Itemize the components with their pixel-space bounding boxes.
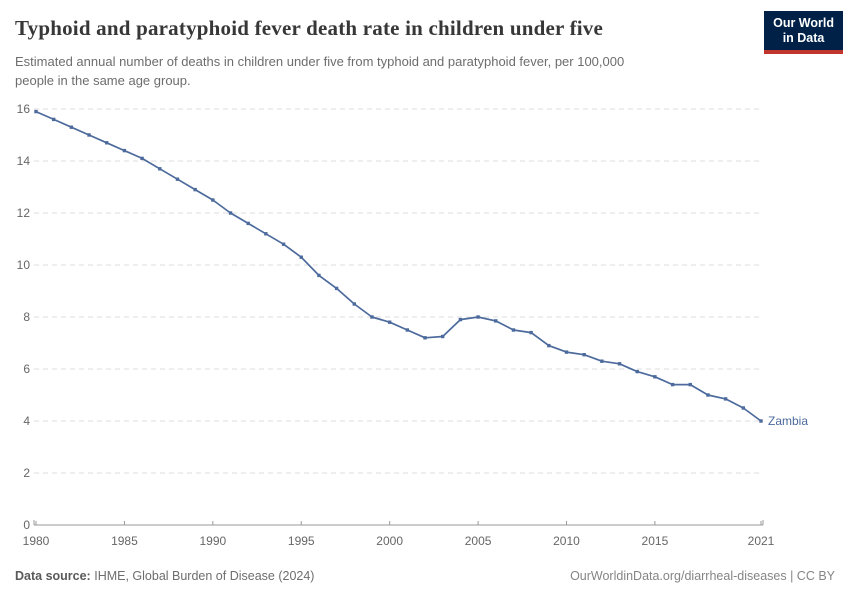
data-point bbox=[299, 255, 303, 259]
x-axis-tick-label: 2010 bbox=[553, 534, 580, 548]
series-end-label: Zambia bbox=[768, 414, 808, 428]
data-point bbox=[352, 302, 356, 306]
data-point bbox=[458, 317, 463, 322]
data-point bbox=[547, 343, 551, 348]
y-axis-tick-label: 8 bbox=[23, 310, 30, 324]
y-axis-tick-label: 16 bbox=[17, 102, 31, 116]
data-point bbox=[688, 382, 692, 387]
data-source-label: Data source: bbox=[15, 569, 91, 583]
x-axis-tick-label: 1985 bbox=[111, 534, 138, 548]
data-point bbox=[511, 328, 516, 332]
data-point bbox=[175, 177, 180, 181]
owid-logo[interactable]: Our World in Data bbox=[764, 11, 843, 54]
x-axis-tick-label: 2000 bbox=[376, 534, 403, 548]
data-point bbox=[317, 273, 321, 278]
data-point bbox=[635, 369, 639, 374]
data-line-zambia bbox=[35, 110, 762, 422]
data-source-text: IHME, Global Burden of Disease (2024) bbox=[94, 569, 315, 583]
x-axis-tick-label: 1980 bbox=[23, 534, 50, 548]
x-axis-tick-label: 1995 bbox=[288, 534, 315, 548]
data-point bbox=[600, 359, 604, 363]
data-point bbox=[741, 406, 746, 410]
data-point bbox=[723, 397, 728, 401]
data-point bbox=[246, 221, 250, 226]
y-axis-tick-label: 0 bbox=[23, 518, 30, 532]
data-point bbox=[228, 211, 233, 215]
data-point bbox=[140, 156, 144, 161]
data-point bbox=[529, 330, 533, 335]
y-axis-tick-label: 14 bbox=[17, 154, 31, 168]
data-point bbox=[193, 187, 197, 192]
data-point bbox=[69, 125, 74, 129]
data-point bbox=[759, 419, 763, 423]
x-axis-tick-label: 2021 bbox=[748, 534, 775, 548]
y-axis-tick-label: 2 bbox=[23, 466, 30, 480]
data-point bbox=[670, 382, 675, 387]
data-point bbox=[334, 286, 339, 291]
data-point bbox=[706, 393, 710, 397]
data-point bbox=[582, 353, 586, 357]
data-point bbox=[87, 133, 91, 137]
page-title: Typhoid and paratyphoid fever death rate… bbox=[15, 16, 604, 40]
x-axis-tick-label: 1990 bbox=[199, 534, 226, 548]
x-axis-tick-label: 2005 bbox=[465, 534, 492, 548]
credit-link[interactable]: OurWorldinData.org/diarrheal-diseases | … bbox=[570, 569, 835, 583]
x-axis-tick-label: 2015 bbox=[642, 534, 669, 548]
data-point bbox=[564, 350, 569, 354]
data-point bbox=[370, 315, 374, 319]
chart-subtitle: Estimated annual number of deaths in chi… bbox=[15, 52, 624, 90]
data-point bbox=[423, 336, 427, 340]
data-point bbox=[34, 109, 38, 114]
y-axis-tick-label: 6 bbox=[23, 362, 30, 376]
y-axis-tick-label: 12 bbox=[17, 206, 31, 220]
owid-logo-line-2: in Data bbox=[782, 31, 825, 45]
chart-subtitle-line-1: Estimated annual number of deaths in chi… bbox=[15, 54, 625, 69]
data-point bbox=[441, 334, 445, 339]
data-point bbox=[617, 362, 622, 366]
data-point bbox=[51, 117, 56, 122]
data-source: Data source: IHME, Global Burden of Dise… bbox=[15, 569, 314, 583]
chart-footer: Data source: IHME, Global Burden of Dise… bbox=[15, 569, 835, 583]
data-point bbox=[476, 315, 480, 319]
data-point bbox=[211, 198, 215, 202]
data-point bbox=[387, 320, 392, 324]
data-point bbox=[264, 232, 268, 236]
data-point bbox=[281, 242, 286, 246]
data-point bbox=[405, 328, 410, 332]
y-axis-tick-label: 4 bbox=[23, 414, 30, 428]
chart-subtitle-line-2: people in the same age group. bbox=[15, 73, 191, 88]
data-point bbox=[653, 375, 657, 379]
data-point bbox=[105, 141, 109, 145]
data-point bbox=[158, 167, 162, 171]
y-axis-tick-label: 10 bbox=[17, 258, 31, 272]
data-point bbox=[494, 319, 498, 323]
owid-logo-line-1: Our World bbox=[773, 16, 834, 30]
data-point bbox=[122, 148, 127, 153]
